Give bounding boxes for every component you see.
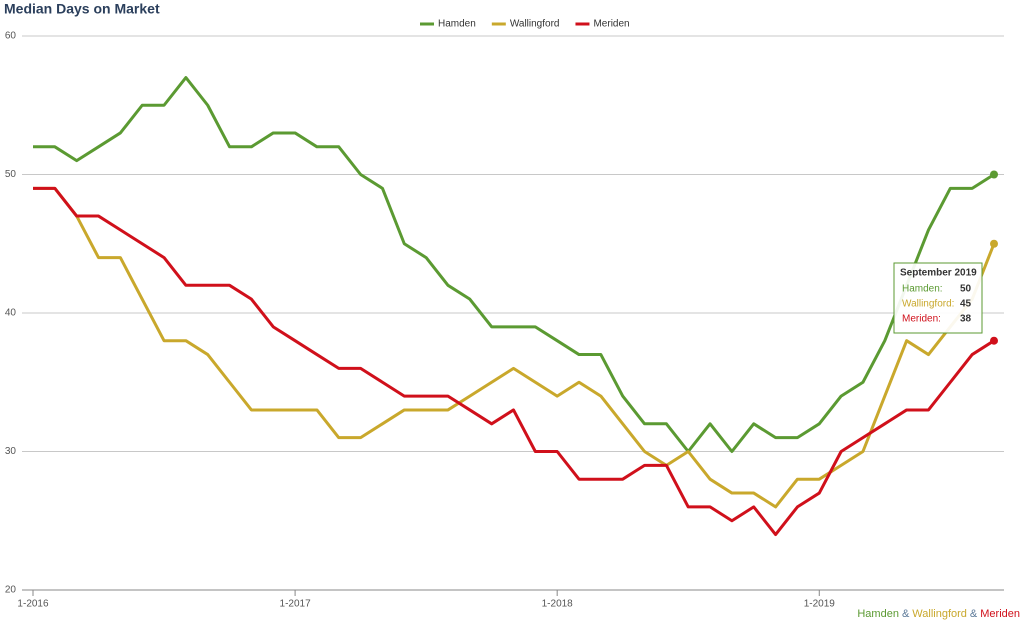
tooltip-box	[893, 262, 983, 334]
x-tick-label: 1-2017	[280, 599, 312, 610]
chart-title: Median Days on Market	[4, 1, 160, 17]
y-tick-label: 60	[5, 31, 17, 42]
tooltip-title: September 2019	[900, 268, 977, 279]
tooltip-value: 50	[960, 284, 972, 295]
y-tick-label: 40	[5, 308, 17, 319]
tooltip-value: 45	[960, 299, 972, 310]
footer: Hamden & Wallingford & Meriden	[857, 608, 1020, 620]
footer-part: Hamden	[857, 608, 899, 620]
x-tick-label: 1-2016	[17, 599, 49, 610]
series-line	[33, 186, 995, 537]
last-point	[990, 170, 998, 179]
footer-part: Meriden	[980, 608, 1020, 620]
y-tick-label: 50	[5, 169, 17, 180]
tooltip-label: Wallingford:	[902, 299, 954, 310]
legend-label: Meriden	[593, 19, 629, 30]
legend-label: Hamden	[438, 19, 476, 30]
y-tick-label: 30	[5, 446, 17, 457]
x-tick-label: 1-2018	[542, 599, 574, 610]
x-tick-label: 1-2019	[804, 599, 836, 610]
series-line	[33, 76, 995, 453]
footer-part: &	[902, 608, 910, 620]
tooltip: September 2019 Hamden: 50 Wallingford: 45 Mer…	[893, 262, 983, 334]
last-point	[990, 336, 998, 345]
tooltip-label: Hamden:	[902, 284, 943, 295]
series-line	[33, 186, 996, 509]
footer-part: Wallingford	[912, 608, 967, 620]
last-point	[990, 239, 998, 248]
footer-part: &	[970, 608, 978, 620]
y-tick-label: 20	[5, 585, 17, 596]
tooltip-label: Meriden:	[902, 314, 941, 325]
legend-label: Wallingford	[510, 19, 560, 30]
tooltip-value: 38	[960, 314, 972, 325]
